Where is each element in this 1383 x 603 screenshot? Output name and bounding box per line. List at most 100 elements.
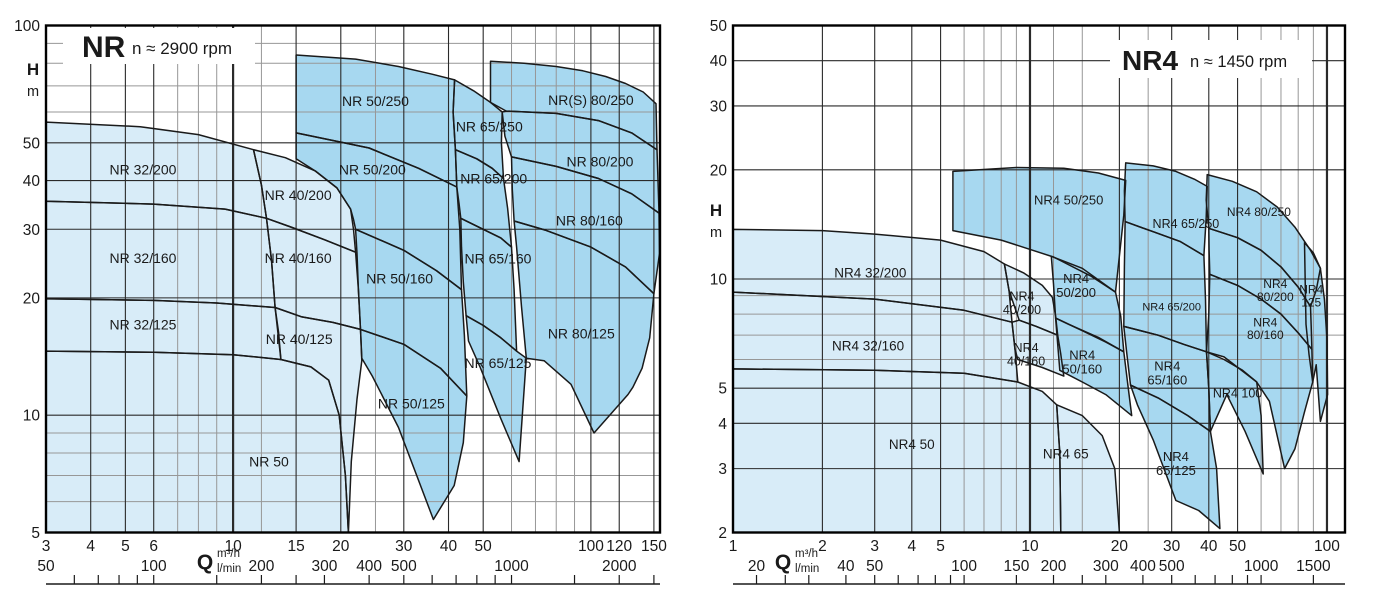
x-tick-m3h: 1: [729, 538, 738, 555]
region-fill-nr-50-200: [296, 132, 462, 290]
region-outline-nr-80-125: [513, 220, 655, 434]
region-label-nr4-50-160: 50/160: [1062, 362, 1102, 377]
x-axis-unit-m3h: m³/h: [795, 548, 818, 560]
region-label-nr4-40-200: NR4: [1009, 289, 1034, 303]
x-tick-lmin: 200: [1041, 558, 1067, 575]
region-label-nr4-125: 125: [1301, 295, 1321, 309]
x-tick-m3h: 6: [149, 538, 158, 555]
x-tick-lmin: 200: [248, 558, 274, 575]
plot-frame: [44, 24, 662, 534]
region-fill-nr4-50-200: [1051, 256, 1124, 352]
region-fill-nr-32-160: [46, 201, 276, 308]
title-box: [63, 28, 255, 64]
x-tick-m3h: 3: [870, 538, 879, 555]
region-fill-nr4-50-160: [1055, 318, 1132, 416]
x-tick-lmin: 1500: [1296, 558, 1331, 575]
region-label-nr4-65: NR4 65: [1043, 446, 1089, 461]
x-tick-m3h: 30: [395, 538, 413, 555]
region-label-nr4-80-160: 80/160: [1247, 328, 1284, 342]
region-label-nr4-50-250: NR4 50/250: [1034, 193, 1103, 208]
region-fill-nr4-65-125: [1130, 385, 1220, 529]
y-tick-label: 5: [31, 525, 40, 542]
region-fill-nr-32-200: [46, 122, 267, 219]
y-tick-label: 10: [23, 408, 41, 425]
region-outline-nr4-50-160: [1054, 317, 1133, 417]
region-fill-nr-50: [46, 351, 349, 533]
region-label-nr-32-200: NR 32/200: [110, 161, 177, 177]
region-label-nr4-80-160: NR4: [1253, 315, 1277, 329]
x-tick-m3h: 40: [1200, 538, 1218, 555]
region-fill-nr4-80-160: [1206, 274, 1313, 469]
x-tick-m3h: 4: [907, 538, 916, 555]
x-tick-lmin: 100: [141, 558, 167, 575]
region-label-nr-50-160: NR 50/160: [366, 271, 433, 287]
region-fill-nr-s-80-250: [490, 61, 657, 150]
x-tick-lmin: 400: [356, 558, 382, 575]
region-label-nr4-40-160: 40/160: [1007, 354, 1045, 368]
x-axis-unit-lmin: l/min: [217, 563, 241, 575]
x-tick-lmin: 150: [1003, 558, 1029, 575]
region-label-nr-65-160: NR 65/160: [465, 251, 532, 267]
region-fill-nr4-50: [733, 368, 1061, 533]
plot-frame: [731, 24, 1347, 534]
x-tick-lmin: 300: [311, 558, 337, 575]
region-fill-nr-50-160: [355, 229, 467, 396]
x-tick-m3h: 40: [440, 538, 458, 555]
y-tick-label: 40: [710, 53, 728, 70]
region-fill-nr-80-160: [511, 156, 660, 294]
x-tick-lmin: 1000: [1244, 558, 1279, 575]
region-label-nr-32-125: NR 32/125: [110, 316, 177, 332]
x-tick-lmin: 500: [1159, 558, 1185, 575]
x-tick-lmin: 50: [37, 558, 55, 575]
region-label-nr4-80-200: 80/200: [1257, 290, 1294, 304]
x-tick-lmin: 20: [748, 558, 766, 575]
y-tick-label: 20: [710, 162, 728, 179]
region-label-nr-50-125: NR 50/125: [378, 396, 445, 412]
y-tick-label: 50: [23, 135, 41, 152]
chart-title: NR: [82, 31, 126, 64]
region-label-nr-32-160: NR 32/160: [110, 250, 177, 266]
region-label-nr4-50-200: NR4: [1063, 271, 1089, 286]
y-axis-symbol: H: [710, 201, 722, 220]
region-outline-nr4-125: [1303, 241, 1329, 423]
y-tick-label: 30: [23, 222, 41, 239]
x-tick-m3h: 4: [86, 538, 95, 555]
region-fill-nr-65-160: [460, 218, 517, 352]
x-tick-m3h: 150: [641, 538, 667, 555]
region-label-nr4-32-200: NR4 32/200: [834, 266, 906, 281]
y-tick-label: 50: [710, 18, 728, 35]
region-label-nr4-40-160: NR4: [1014, 341, 1039, 355]
x-tick-m3h: 2: [818, 538, 827, 555]
region-label-nr4-65-125: 65/125: [1156, 463, 1196, 478]
region-outline-nr4-65: [1055, 404, 1121, 534]
y-tick-label: 4: [718, 416, 727, 433]
x-tick-lmin: 300: [1093, 558, 1119, 575]
region-label-nr4-65-250: NR4 65/250: [1153, 217, 1220, 231]
x-tick-m3h: 3: [42, 538, 51, 555]
region-fill-nr-40-160: [266, 218, 361, 330]
region-label-nr-65-125: NR 65/125: [465, 355, 532, 371]
y-tick-label: 2: [718, 525, 727, 542]
chart-title: NR4: [1122, 45, 1178, 76]
region-fill-nr4-100: [1206, 351, 1264, 474]
region-fill-nr-50-125: [360, 329, 467, 520]
region-fill-nr4-125: [1304, 242, 1328, 422]
x-tick-m3h: 5: [936, 538, 945, 555]
region-label-nr4-65-125: NR4: [1163, 449, 1189, 464]
region-label-nr4-80-250: NR4 80/250: [1227, 205, 1291, 219]
region-fill-nr4-65-160: [1123, 326, 1211, 432]
region-fill-nr-40-200: [253, 149, 356, 253]
x-tick-lmin: 40: [837, 558, 855, 575]
region-label-nr4-65-160: 65/160: [1147, 373, 1187, 388]
region-label-nr4-125: NR4: [1299, 282, 1323, 296]
x-tick-m3h: 120: [606, 538, 632, 555]
region-outline-nr-65-125: [465, 314, 528, 463]
y-axis-unit: m: [27, 84, 39, 100]
x-axis-unit-lmin: l/min: [795, 563, 819, 575]
region-label-nr4-40-200: 40/200: [1003, 303, 1041, 317]
x-tick-m3h: 5: [121, 538, 130, 555]
region-label-nr-80-200: NR 80/200: [566, 153, 633, 169]
region-label-nr-50: NR 50: [249, 454, 289, 470]
y-tick-label: 5: [718, 381, 727, 398]
region-fill-nr4-65-200: [1123, 221, 1207, 352]
